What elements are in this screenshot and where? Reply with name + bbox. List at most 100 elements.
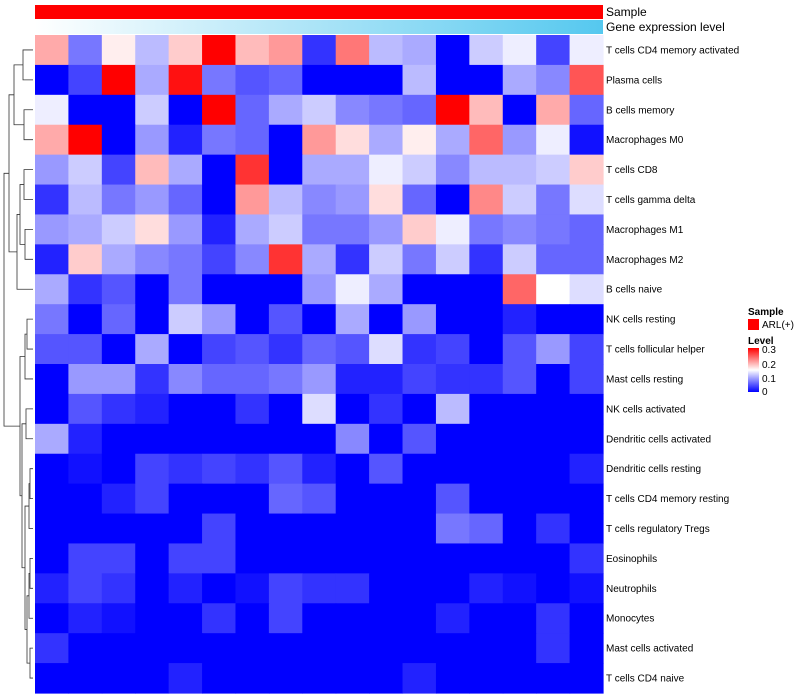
heatmap-cell (268, 214, 303, 245)
legend-level-gradient (748, 348, 759, 392)
heatmap-cell (502, 244, 537, 275)
row-dendrogram (3, 49, 33, 679)
heatmap-cell (168, 244, 203, 275)
heatmap-cell (369, 543, 404, 574)
heatmap-cell (335, 35, 370, 66)
heatmap-cell (469, 543, 504, 574)
heatmap-cell (202, 603, 237, 634)
heatmap-cell (135, 64, 170, 96)
heatmap-cell (402, 513, 437, 545)
heatmap-cell (402, 124, 437, 156)
heatmap-cell (302, 393, 337, 425)
heatmap-cell (369, 244, 404, 275)
heatmap-cell (302, 453, 337, 485)
heatmap-cell (302, 154, 337, 186)
heatmap-cell (202, 214, 237, 245)
heatmap-cell (435, 453, 470, 485)
heatmap-cell (168, 633, 203, 664)
heatmap-cell (135, 663, 170, 694)
heatmap-cell (435, 244, 470, 275)
heatmap-cell (202, 393, 237, 425)
heatmap-cell (435, 483, 470, 515)
heatmap-cell (469, 154, 504, 186)
heatmap-cell (502, 124, 537, 156)
heatmap-cell (402, 35, 437, 66)
heatmap-cell (168, 483, 203, 515)
row-label: T cells regulatory Tregs (606, 524, 710, 535)
heatmap-cell (35, 154, 70, 186)
heatmap-cell (35, 35, 70, 66)
heatmap-cell (135, 393, 170, 425)
heatmap-cell (369, 184, 404, 216)
heatmap-cell (35, 334, 70, 365)
heatmap-cell (202, 453, 237, 485)
heatmap-cell (68, 35, 103, 66)
heatmap-cell (369, 483, 404, 515)
heatmap-cell (302, 364, 337, 395)
heatmap-cell (469, 573, 504, 604)
heatmap-cell (536, 244, 571, 275)
heatmap-cell (101, 603, 136, 634)
heatmap-cell (68, 483, 103, 515)
dendrogram-link (19, 356, 25, 497)
heatmap-cell (536, 64, 571, 96)
heatmap-cell (435, 603, 470, 634)
heatmap-cell (168, 423, 203, 455)
heatmap-cell (68, 393, 103, 425)
row-label: Dendritic cells resting (606, 464, 701, 475)
heatmap-cell (68, 214, 103, 245)
heatmap-cell (402, 453, 437, 485)
heatmap-cell (35, 274, 70, 305)
heatmap-cell (502, 334, 537, 365)
heatmap-cell (335, 94, 370, 126)
heatmap-cell (402, 633, 437, 664)
heatmap-cell (469, 603, 504, 634)
heatmap-cell (402, 94, 437, 126)
heatmap-cell (135, 364, 170, 395)
heatmap-cell (168, 513, 203, 545)
heatmap-cell (35, 513, 70, 545)
heatmap-cell (569, 64, 604, 96)
heatmap-cell (35, 573, 70, 604)
heatmap-cell (569, 124, 604, 156)
heatmap-cell (168, 543, 203, 574)
heatmap-cell (168, 64, 203, 96)
heatmap-cell (235, 64, 270, 96)
heatmap-cell (369, 214, 404, 245)
heatmap-cell (68, 603, 103, 634)
heatmap-cell (335, 214, 370, 245)
heatmap-cell (101, 214, 136, 245)
dendrogram-link (23, 109, 33, 141)
row-label: T cells gamma delta (606, 195, 696, 206)
heatmap-cell (68, 154, 103, 186)
legend: Sample ARL(+) Level 0.3 0.2 0.1 0 (748, 307, 794, 398)
heatmap-cell (302, 483, 337, 515)
heatmap-cell (435, 423, 470, 455)
gene-expression-annotation-bar (35, 20, 603, 34)
heatmap-cell (202, 663, 237, 694)
heatmap-cell (369, 124, 404, 156)
heatmap-cell (268, 35, 303, 66)
heatmap-cell (435, 214, 470, 245)
heatmap-cell (335, 274, 370, 305)
heatmap-cell (536, 483, 571, 515)
legend-tick-label: 0.1 (762, 374, 776, 385)
heatmap-cell (502, 35, 537, 66)
heatmap-cell (402, 663, 437, 694)
dendrogram-link (3, 172, 20, 427)
heatmap-cell (502, 453, 537, 485)
heatmap-cell (469, 663, 504, 694)
heatmap-cell (569, 573, 604, 604)
row-label: B cells memory (606, 105, 674, 116)
heatmap-cell (68, 543, 103, 574)
heatmap-cell (536, 154, 571, 186)
heatmap-cell (235, 35, 270, 66)
heatmap-cell (135, 274, 170, 305)
heatmap-cell (302, 573, 337, 604)
heatmap-cell (536, 334, 571, 365)
heatmap-cell (202, 64, 237, 96)
heatmap-cell (469, 35, 504, 66)
heatmap-cell (502, 364, 537, 395)
heatmap-cell (335, 393, 370, 425)
heatmap-cell (235, 304, 270, 335)
